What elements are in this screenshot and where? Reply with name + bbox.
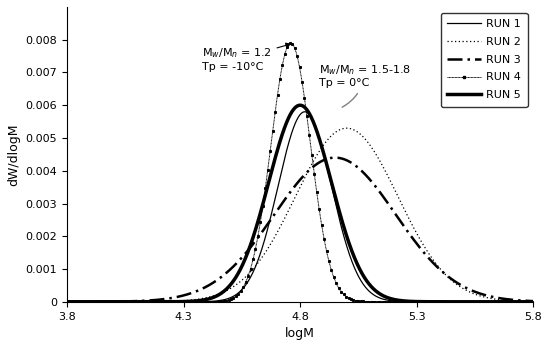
- Y-axis label: dW/dlogM: dW/dlogM: [7, 123, 20, 186]
- Legend: RUN 1, RUN 2, RUN 3, RUN 4, RUN 5: RUN 1, RUN 2, RUN 3, RUN 4, RUN 5: [440, 12, 528, 107]
- Text: M$_w$/M$_n$ = 1.2
Tp = -10°C: M$_w$/M$_n$ = 1.2 Tp = -10°C: [202, 43, 290, 72]
- Text: M$_w$/M$_n$ = 1.5-1.8
Tp = 0°C: M$_w$/M$_n$ = 1.5-1.8 Tp = 0°C: [319, 63, 411, 107]
- X-axis label: logM: logM: [285, 327, 315, 340]
